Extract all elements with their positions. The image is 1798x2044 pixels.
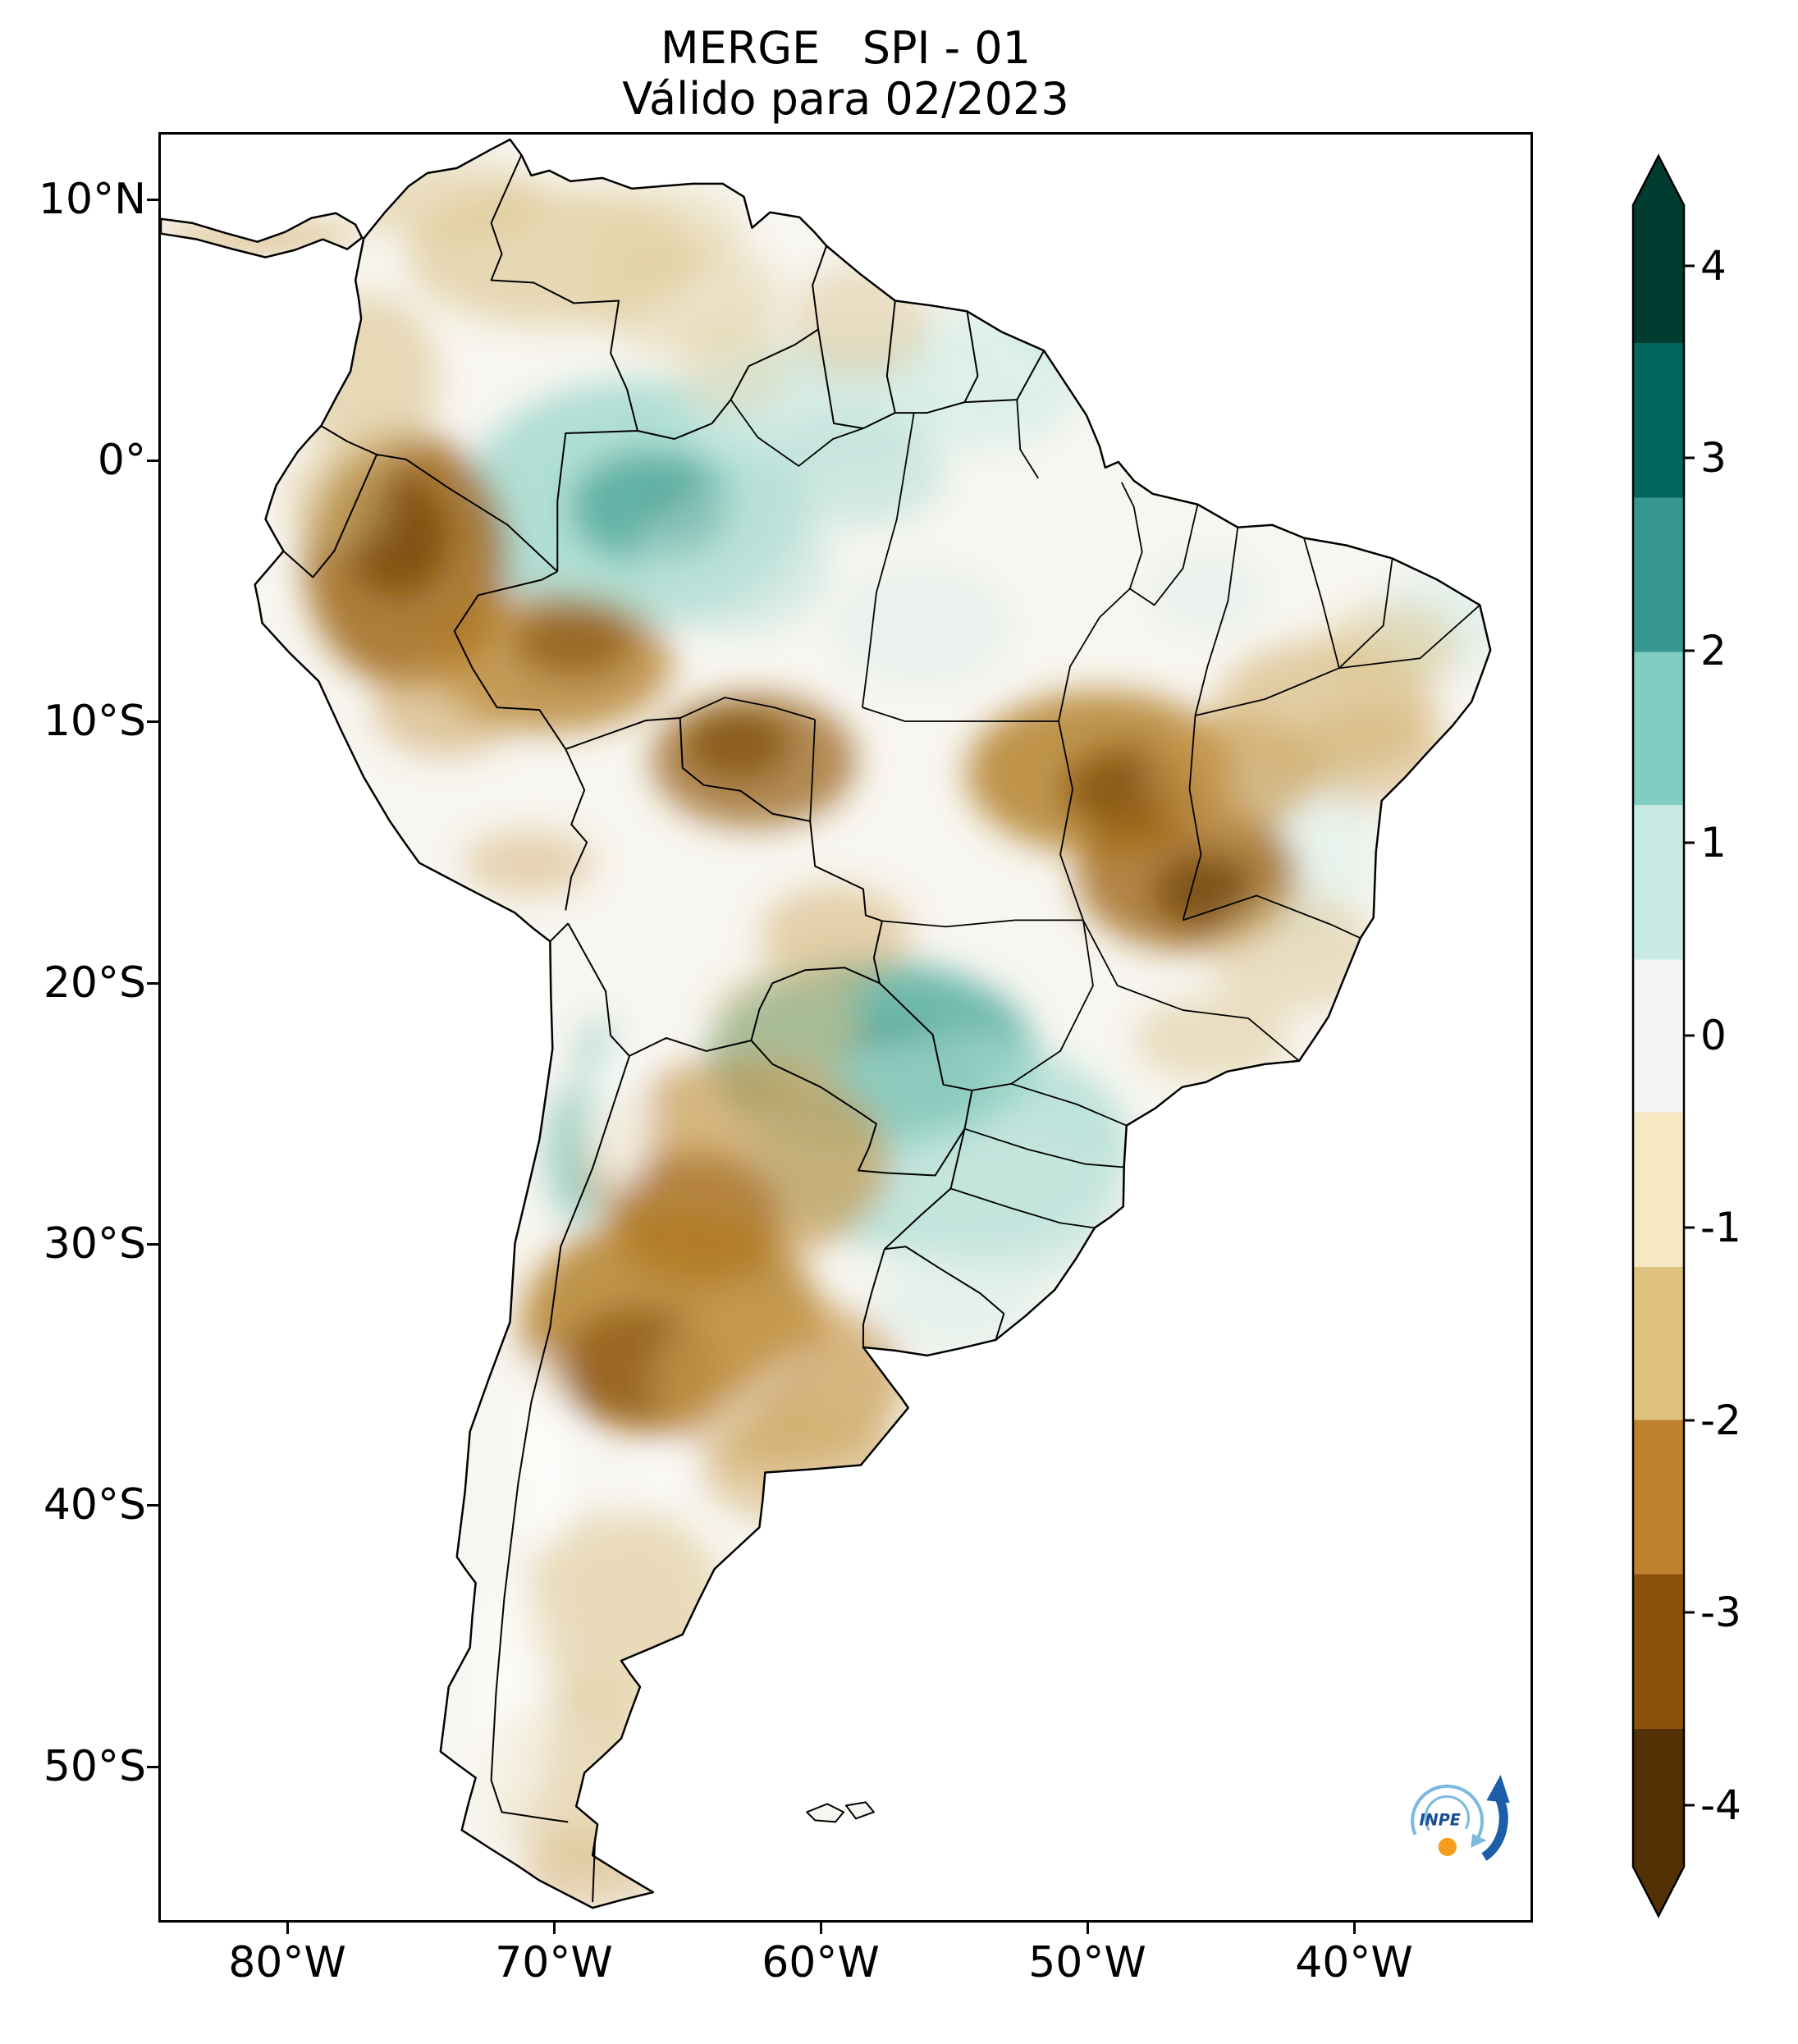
colorbar-tick-label: -1 (1700, 1204, 1741, 1251)
tick-mark (147, 1243, 158, 1246)
logo-swirl-arrowhead-icon (1471, 1833, 1487, 1848)
tick-mark (147, 1766, 158, 1768)
tick-mark (147, 199, 158, 201)
tick-mark (553, 1923, 556, 1934)
x-tick-label: 60°W (762, 1938, 880, 1987)
y-tick-label: 20°S (43, 958, 146, 1008)
map-plot-area: INPE (158, 132, 1533, 1923)
y-tick-label: 40°S (43, 1480, 146, 1530)
logo-arrow-head-icon (1486, 1774, 1510, 1804)
colorbar-tick-label: -2 (1700, 1397, 1741, 1444)
y-tick-label: 0° (97, 436, 146, 485)
logo-inner-swirl (1424, 1795, 1471, 1831)
colorbar-tick-label: 1 (1700, 819, 1727, 867)
colorbar-lower-extension (1633, 1867, 1684, 1916)
tick-mark (820, 1923, 822, 1934)
figure-title: MERGE SPI - 01 (661, 22, 1031, 74)
inpe-logo-graphic: INPE (1411, 1774, 1510, 1861)
state-borders (679, 399, 1480, 1229)
colorbar-tick-label: -4 (1700, 1781, 1741, 1829)
spi-colorbar (1631, 153, 1695, 1918)
figure-title-block: MERGE SPI - 01 Válido para 02/2023 (158, 23, 1533, 125)
tick-mark (1087, 1923, 1089, 1934)
tick-mark (147, 1504, 158, 1507)
tick-mark (147, 720, 158, 723)
tick-mark (1353, 1923, 1356, 1934)
x-tick-label: 70°W (495, 1938, 613, 1987)
x-tick-label: 80°W (228, 1938, 346, 1987)
falkland-islands (807, 1802, 874, 1822)
colorbar-tick-label: 0 (1700, 1012, 1727, 1059)
colorbar-tick-label: 4 (1700, 242, 1727, 290)
figure-subtitle: Válido para 02/2023 (622, 73, 1069, 125)
colorbar-tick-label: 2 (1700, 627, 1727, 674)
logo-orange-dot-icon (1438, 1837, 1457, 1857)
tick-mark (286, 1923, 289, 1934)
tick-mark (147, 982, 158, 985)
inpe-logo-text: INPE (1419, 1811, 1460, 1830)
y-tick-label: 10°N (38, 175, 146, 224)
south-america-map (161, 138, 1492, 1909)
colorbar-tick-marks (1684, 264, 1695, 1807)
colorbar-gradient (1633, 205, 1684, 1867)
colorbar-tick-label: -3 (1700, 1589, 1741, 1636)
colorbar-tick-label: 3 (1700, 434, 1727, 482)
y-tick-label: 30°S (43, 1219, 146, 1269)
tick-mark (147, 460, 158, 462)
inpe-logo: INPE (1386, 1763, 1527, 1877)
y-tick-label: 50°S (43, 1742, 146, 1791)
colorbar-outline (1631, 153, 1686, 1918)
x-tick-label: 40°W (1295, 1938, 1413, 1987)
y-tick-label: 10°S (43, 697, 146, 746)
logo-arrow-icon (1481, 1795, 1508, 1861)
colorbar-upper-extension (1633, 156, 1684, 205)
logo-outer-swirl (1411, 1784, 1485, 1840)
x-tick-label: 50°W (1028, 1938, 1146, 1987)
